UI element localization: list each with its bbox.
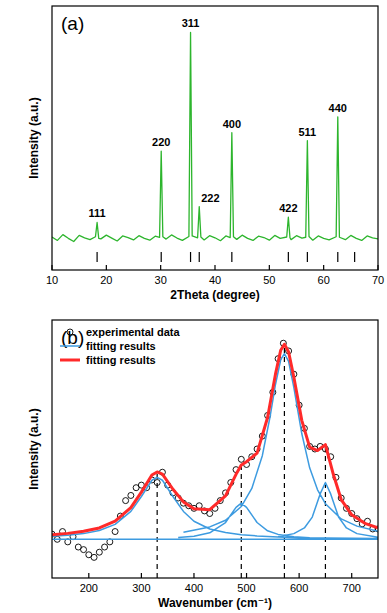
x-tick-label: 20 [100,274,112,286]
reference-peak [96,252,97,262]
y-axis-title: Intensity (a.u.) [27,97,41,178]
reference-peak [354,252,355,262]
data-point [96,549,102,555]
reference-peak [288,252,289,262]
x-tick [351,573,352,578]
legend-label: fitting results [86,354,156,366]
y-axis-title: Intensity (a.u.) [27,408,41,489]
x-tick [246,573,247,578]
legend-label: fitting results [86,340,156,352]
legend-line [60,359,80,362]
reference-line [241,465,242,578]
panel-label: (a) [61,13,84,34]
fit-line [52,344,378,534]
reference-peak [231,252,232,262]
reference-line [157,472,158,578]
x-tick-label: 600 [290,582,308,594]
x-tick-label: 300 [132,582,150,594]
reference-peak [190,252,191,262]
legend-label: experimental data [86,326,180,338]
xrd-line [52,32,378,241]
legend-marker [67,329,73,335]
x-tick [323,265,324,270]
x-tick-label: 200 [80,582,98,594]
x-axis-title: Wavenumber (cm⁻¹) [158,596,272,610]
x-tick-label: 700 [343,582,361,594]
peak-label: 311 [182,17,200,29]
data-point [112,529,118,535]
x-tick-label: 10 [46,274,58,286]
x-tick [377,265,378,270]
x-tick [299,573,300,578]
plot-frame [52,320,378,578]
x-tick [88,573,89,578]
data-point [91,554,97,560]
peak-label: 440 [329,102,347,114]
peak-label: 422 [279,202,297,214]
data-point [128,492,134,498]
data-point [238,456,244,462]
x-tick [160,265,161,270]
reference-peak [337,252,338,262]
x-tick [269,265,270,270]
data-point [81,547,87,553]
x-tick [141,573,142,578]
x-tick [106,265,107,270]
reference-peak [307,252,308,262]
reference-peak [161,252,162,262]
panel-label: (b) [61,327,84,348]
x-tick-label: 40 [209,274,221,286]
data-point [102,544,108,550]
data-point [207,511,213,517]
data-point [123,498,129,504]
x-tick-label: 50 [263,274,275,286]
peak-label: 220 [152,136,170,148]
plot-frame [52,6,378,270]
x-tick-label: 60 [318,274,330,286]
figure: 10 20 30 40 50 60 70 2Theta (degree) Intensity (… [0,0,387,613]
legend-line [60,345,80,347]
reference-line [325,445,326,578]
x-axis-title: 2Theta (degree) [170,288,259,302]
x-tick-label: 70 [372,274,384,286]
reference-line [284,344,285,578]
plot-area [52,32,378,262]
reference-peak [199,252,200,262]
x-tick-label: 30 [155,274,167,286]
peak-label: 111 [89,207,106,219]
peak-label: 400 [223,118,241,130]
x-tick-label: 500 [237,582,255,594]
peak-label: 222 [201,192,219,204]
x-tick-label: 400 [185,582,203,594]
plot-area [52,340,378,578]
x-tick [51,265,52,270]
x-tick [214,265,215,270]
x-tick [193,573,194,578]
fit-line [52,354,378,540]
peak-label: 511 [298,126,316,138]
data-point [154,480,160,486]
